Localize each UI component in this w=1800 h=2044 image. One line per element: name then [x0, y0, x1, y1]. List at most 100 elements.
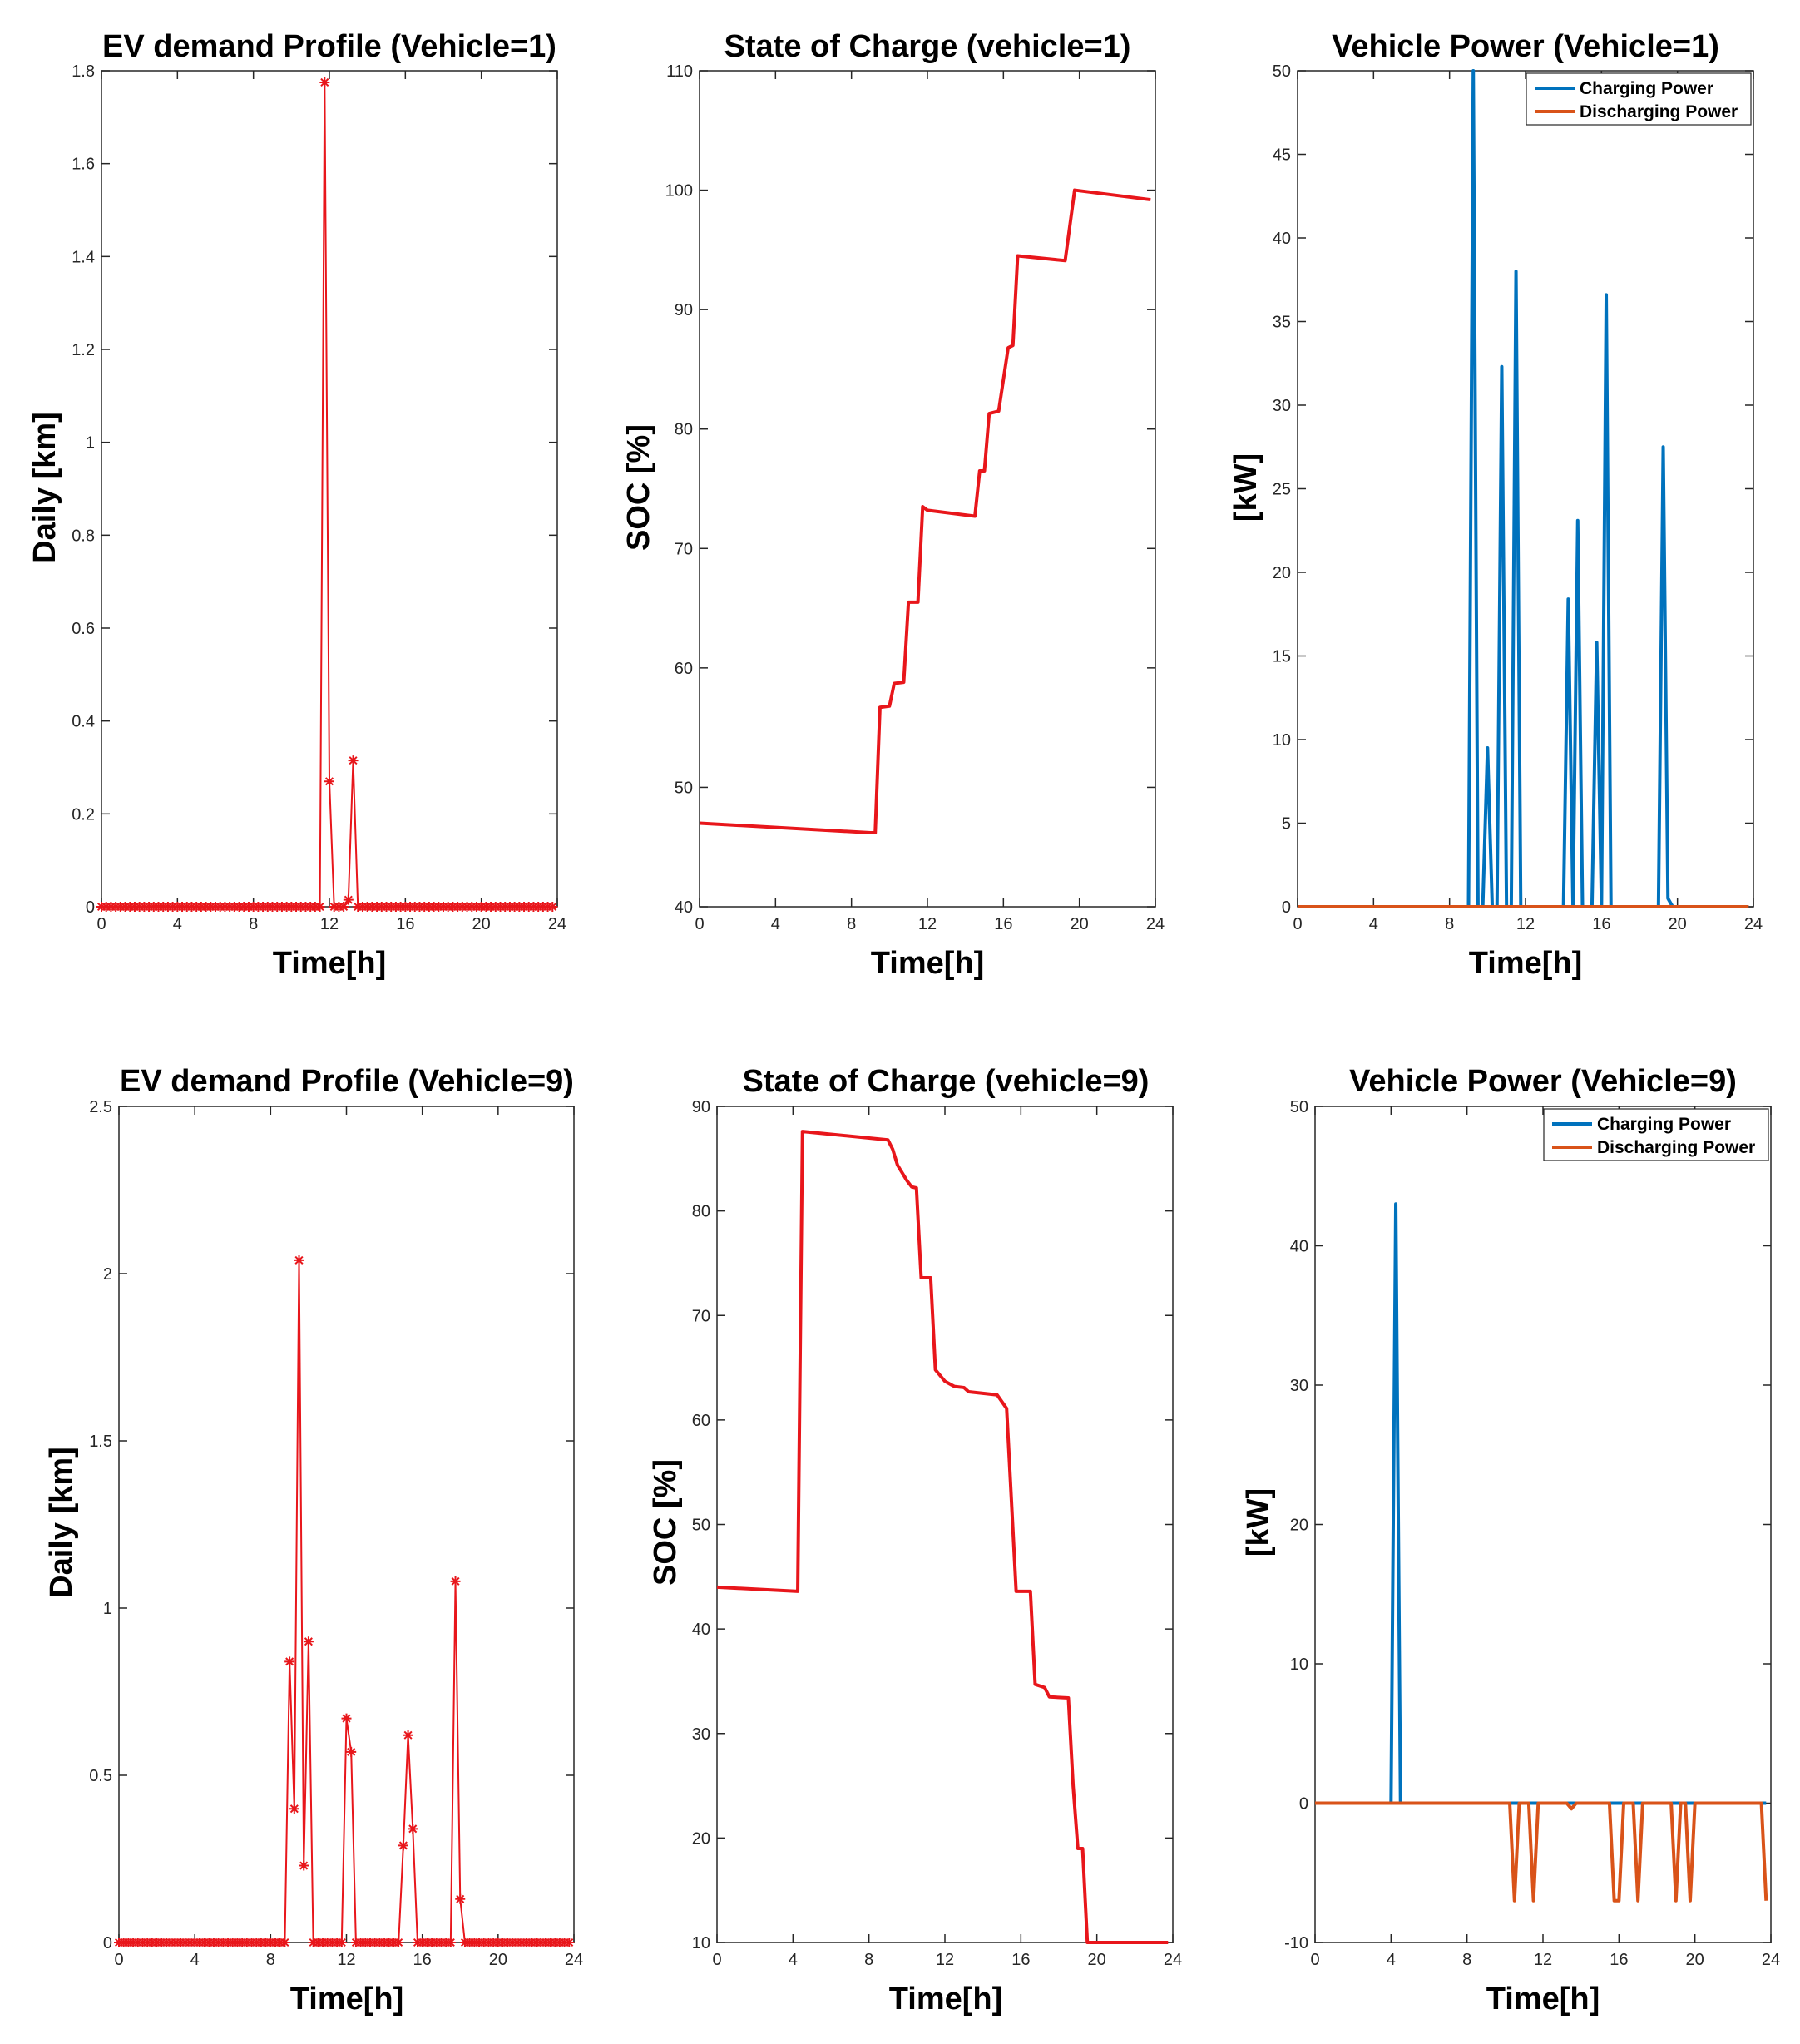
series-line — [716, 1130, 1169, 1944]
y-tick-label: 40 — [675, 898, 693, 917]
data-marker — [314, 902, 325, 912]
x-tick-label: 8 — [864, 1951, 873, 1969]
plot-area: 0 4 8 12 16 20 24 0 0.5 1 1.5 2 2.5 — [89, 1098, 583, 1969]
data-marker — [319, 77, 330, 87]
data-marker — [393, 1938, 404, 1947]
y-tick-label: 0 — [103, 1934, 112, 1952]
plot-area: 0 4 8 12 16 20 24 0 0.2 0.4 0.6 0.8 1 1.2 1.4 1.6 1.8 — [72, 62, 566, 933]
data-marker — [339, 902, 349, 912]
x-tick-label: 4 — [173, 915, 182, 933]
x-tick-label: 16 — [1011, 1951, 1030, 1969]
panel-power-vehicle-1: 0 4 8 12 16 20 24 0 5 10 15 20 25 30 35 40 45 50 Charging … — [1229, 29, 1763, 981]
x-tick-label: 8 — [1462, 1951, 1471, 1969]
x-axis-label: Time[h] — [889, 1982, 1003, 2017]
x-tick-label: 4 — [190, 1951, 200, 1969]
data-marker — [294, 1255, 304, 1265]
y-tick-label: 0.2 — [72, 805, 95, 824]
x-tick-label: 20 — [1669, 915, 1687, 933]
x-tick-label: 0 — [96, 915, 106, 933]
y-tick-label: 90 — [675, 301, 693, 319]
y-axis-label: [kW] — [1241, 1488, 1276, 1557]
y-tick-label: 0 — [86, 898, 95, 917]
x-tick-label: 20 — [1071, 915, 1089, 933]
y-tick-label: 2.5 — [89, 1098, 112, 1116]
y-tick-label: 30 — [692, 1725, 710, 1744]
chart-title: State of Charge (vehicle=1) — [724, 29, 1131, 64]
y-tick-label: 70 — [692, 1307, 710, 1325]
legend-box — [1526, 72, 1752, 126]
y-tick-label: 50 — [675, 779, 693, 797]
axes-box — [118, 1106, 575, 1943]
y-tick-label: 30 — [1273, 397, 1291, 415]
chart-title: Vehicle Power (Vehicle=9) — [1349, 1064, 1737, 1099]
x-tick-label: 4 — [789, 1951, 798, 1969]
y-tick-label: 110 — [666, 62, 693, 81]
x-axis-label: Time[h] — [871, 946, 985, 981]
y-tick-label: 80 — [692, 1203, 710, 1221]
data-marker — [299, 1860, 309, 1871]
legend-entry: Discharging Power — [1580, 102, 1738, 121]
x-tick-label: 8 — [266, 1951, 275, 1969]
x-tick-label: 0 — [1293, 915, 1302, 933]
y-tick-label: 1 — [103, 1600, 112, 1618]
axes-box — [716, 1106, 1174, 1943]
y-tick-label: 30 — [1290, 1377, 1308, 1395]
series-line — [699, 188, 1151, 834]
y-tick-label: 20 — [1273, 564, 1291, 582]
chart-title: State of Charge (vehicle=9) — [743, 1064, 1150, 1099]
y-tick-label: 0.4 — [72, 713, 95, 731]
x-tick-label: 12 — [936, 1951, 954, 1969]
chart-title: EV demand Profile (Vehicle=1) — [102, 29, 556, 64]
data-marker — [343, 894, 354, 905]
data-marker — [403, 1730, 413, 1740]
data-marker — [348, 755, 359, 766]
x-tick-label: 20 — [489, 1951, 507, 1969]
chart-title: EV demand Profile (Vehicle=9) — [120, 1064, 574, 1099]
x-tick-label: 20 — [1686, 1951, 1704, 1969]
legend-box — [1543, 1108, 1769, 1161]
y-tick-label: 80 — [675, 421, 693, 439]
plot-area: 0 4 8 12 16 20 24 0 5 10 15 20 25 30 35 40 45 50 Charging … — [1273, 62, 1763, 933]
data-marker — [289, 1804, 299, 1814]
x-tick-label: 24 — [1146, 915, 1165, 933]
y-tick-label: 50 — [692, 1517, 710, 1535]
y-tick-label: 0.8 — [72, 527, 95, 545]
series-discharging-power — [1315, 1801, 1768, 1903]
x-tick-label: 24 — [1762, 1951, 1780, 1969]
y-axis-label: SOC [%] — [621, 424, 656, 551]
x-tick-label: 0 — [695, 915, 704, 933]
y-tick-label: 60 — [675, 660, 693, 678]
x-tick-label: 4 — [771, 915, 780, 933]
y-tick-label: 1.2 — [72, 341, 95, 359]
data-marker — [341, 1713, 352, 1724]
y-tick-label: 0.5 — [89, 1767, 112, 1785]
x-tick-label: 16 — [1592, 915, 1610, 933]
data-marker — [303, 1636, 314, 1647]
x-tick-label: 8 — [1445, 915, 1454, 933]
y-tick-label: 15 — [1273, 648, 1291, 666]
x-tick-label: 8 — [847, 915, 856, 933]
x-tick-label: 12 — [320, 915, 339, 933]
y-tick-label: 25 — [1273, 481, 1291, 499]
x-tick-label: 16 — [396, 915, 414, 933]
y-tick-label: 1 — [86, 434, 95, 453]
y-tick-label: 1.5 — [89, 1433, 112, 1451]
data-marker — [336, 1938, 347, 1947]
x-tick-label: 12 — [918, 915, 937, 933]
x-tick-label: 12 — [1516, 915, 1535, 933]
data-marker — [408, 1824, 418, 1834]
y-tick-label: 10 — [1273, 731, 1291, 750]
y-tick-label: 20 — [1290, 1517, 1308, 1535]
x-axis-label: Time[h] — [290, 1982, 404, 2017]
x-tick-label: 20 — [1088, 1951, 1106, 1969]
axes-box — [1297, 70, 1754, 908]
x-tick-label: 16 — [413, 1951, 432, 1969]
y-tick-label: -10 — [1284, 1934, 1308, 1952]
x-tick-label: 16 — [994, 915, 1012, 933]
data-marker — [564, 1938, 575, 1947]
x-axis-label: Time[h] — [1486, 1982, 1600, 2017]
legend-entry: Charging Power — [1597, 1115, 1731, 1134]
x-tick-label: 12 — [1534, 1951, 1552, 1969]
y-tick-label: 10 — [1290, 1655, 1308, 1674]
y-axis-label: Daily [km] — [27, 412, 62, 563]
